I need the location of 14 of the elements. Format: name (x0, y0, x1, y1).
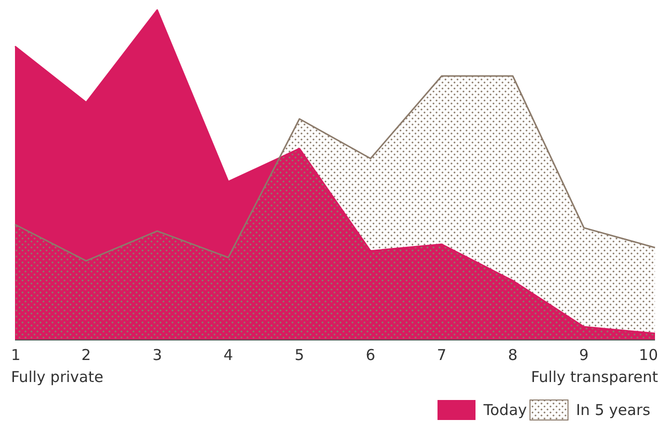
x-tick-label: 6 (366, 346, 376, 364)
x-tick-label: 4 (224, 346, 234, 364)
x-tick-label: 7 (436, 346, 446, 364)
x-tick-label: 2 (81, 346, 91, 364)
legend-label: Today (482, 401, 528, 419)
x-tick-label: 5 (294, 346, 304, 364)
x-tick-label: 3 (152, 346, 162, 364)
x-tick-label: 10 (638, 346, 658, 364)
text: Fully private (11, 368, 104, 386)
x-tick-label: 8 (508, 346, 518, 364)
legend-label: In 5 years (576, 401, 650, 419)
x-tick-label: 9 (579, 346, 589, 364)
text: Fully transparent (530, 368, 658, 386)
x-tick-label: 1 (11, 346, 21, 364)
